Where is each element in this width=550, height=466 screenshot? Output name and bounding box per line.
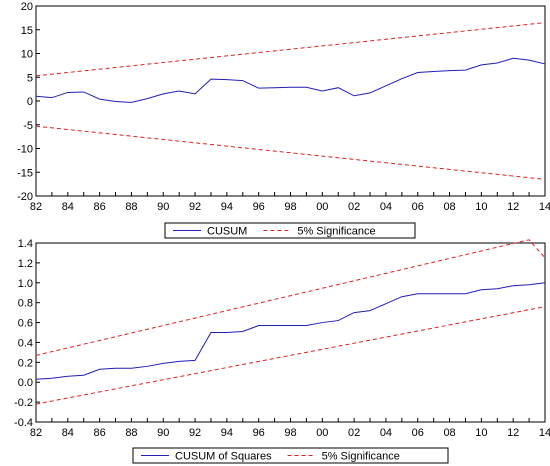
cusumsq-x-tick-label: 04 [380, 427, 392, 439]
cusum-y-tick-label: 5 [27, 72, 33, 84]
cusum-x-tick-label: 10 [475, 201, 487, 213]
cusum-x-tick-label: 14 [539, 201, 550, 213]
cusumsq-legend-label-2: 5% Significance [322, 451, 400, 463]
cusum-x-tick-label: 08 [443, 201, 455, 213]
cusumsq-x-tick-label: 08 [443, 427, 455, 439]
cusumsq-x-tick-label: 82 [30, 427, 42, 439]
cusumsq-y-tick-label: -0.4 [14, 417, 33, 429]
cusum-y-tick-label: -10 [17, 144, 33, 156]
cusumsq-x-tick-label: 96 [253, 427, 265, 439]
cusumsq-x-tick-label: 98 [284, 427, 296, 439]
cusumsq-x-tick-label: 90 [157, 427, 169, 439]
cusum-x-tick-label: 96 [253, 201, 265, 213]
cusum-legend-label-1: CUSUM [207, 226, 247, 238]
cusum-y-tick-label: 20 [21, 1, 33, 13]
cusum-x-tick-label: 00 [316, 201, 328, 213]
cusum-x-tick-label: 88 [125, 201, 137, 213]
cusum-series-line [35, 57, 546, 103]
cusumsq-y-tick-label: 0.4 [18, 337, 33, 349]
cusumsq-y-tick-label: 1.0 [18, 278, 33, 290]
cusumsq-legend-label-1: CUSUM of Squares [175, 451, 272, 463]
cusumsq-series-line [35, 282, 546, 380]
cusumsq-y-tick-label: 0.8 [18, 298, 33, 310]
cusumsq-x-tick-label: 84 [62, 427, 74, 439]
cusumsq-x-tick-label: 86 [94, 427, 106, 439]
cusumsq-x-tick-label: 00 [316, 427, 328, 439]
cusumsq-x-tick-label: 88 [125, 427, 137, 439]
cusum-x-tick-label: 86 [94, 201, 106, 213]
cusumsq-y-tick-label: 0.6 [18, 318, 33, 330]
cusumsq-upper-significance-line [35, 239, 546, 356]
cusumsq-x-tick-label: 14 [539, 427, 550, 439]
cusum-x-tick-label: 92 [189, 201, 201, 213]
cusumsq-plot-frame [35, 242, 546, 423]
cusumsq-x-tick-label: 92 [189, 427, 201, 439]
cusum-y-tick-label: 15 [21, 25, 33, 37]
cusum-legend-box [164, 222, 416, 239]
cusum-y-tick-label: -15 [17, 167, 33, 179]
cusumsq-x-tick-label: 94 [221, 427, 233, 439]
cusum-x-tick-label: 98 [284, 201, 296, 213]
cusum-x-tick-label: 12 [507, 201, 519, 213]
cusum-y-tick-label: -20 [17, 191, 33, 203]
cusumsq-y-tick-label: 1.2 [18, 258, 33, 270]
cusum-y-tick-label: 0 [27, 96, 33, 108]
cusum-x-tick-label: 90 [157, 201, 169, 213]
cusumsq-y-tick-label: 0.2 [18, 357, 33, 369]
cusum-legend-label-2: 5% Significance [297, 226, 375, 238]
cusumsq-x-tick-label: 02 [348, 427, 360, 439]
cusumsq-x-tick-label: 12 [507, 427, 519, 439]
cusum-x-tick-label: 06 [412, 201, 424, 213]
cusum-x-tick-label: 02 [348, 201, 360, 213]
cusum-upper-significance-line [35, 22, 546, 77]
cusum-x-tick-label: 94 [221, 201, 233, 213]
cusum-lower-significance-line [35, 125, 546, 180]
cusumsq-y-tick-label: 0.0 [18, 377, 33, 389]
cusumsq-y-tick-label: 1.4 [18, 238, 33, 250]
cusum-x-tick-label: 82 [30, 201, 42, 213]
cusum-x-tick-label: 84 [62, 201, 74, 213]
cusum-y-tick-label: 10 [21, 49, 33, 61]
cusum-x-tick-label: 04 [380, 201, 392, 213]
cusumsq-x-tick-label: 10 [475, 427, 487, 439]
cusum-y-tick-label: -5 [23, 120, 33, 132]
cusumsq-x-tick-label: 06 [412, 427, 424, 439]
cusumsq-y-tick-label: -0.2 [14, 397, 33, 409]
cusumsq-lower-significance-line [35, 306, 546, 405]
